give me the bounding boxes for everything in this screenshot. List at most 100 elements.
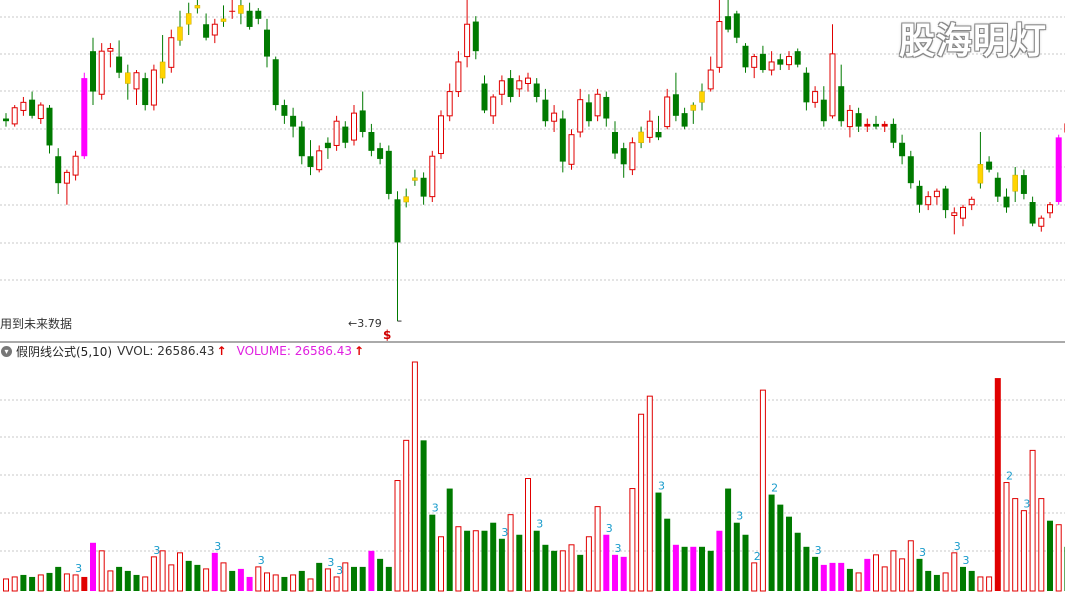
- candle-body[interactable]: [264, 29, 270, 57]
- candle-body[interactable]: [977, 164, 984, 184]
- candle-body[interactable]: [185, 13, 192, 25]
- volume-bar[interactable]: [986, 576, 993, 592]
- volume-bar[interactable]: [46, 572, 53, 591]
- volume-bar[interactable]: [594, 506, 601, 592]
- volume-bar[interactable]: [838, 562, 845, 591]
- candle-body[interactable]: [525, 77, 531, 84]
- candle-body[interactable]: [220, 18, 227, 22]
- candle-body[interactable]: [168, 37, 175, 68]
- volume-bar[interactable]: [873, 554, 879, 592]
- candle-body[interactable]: [838, 86, 845, 122]
- volume-bar[interactable]: [664, 518, 671, 591]
- candle-body[interactable]: [768, 61, 775, 71]
- candle-body[interactable]: [55, 156, 62, 184]
- candle-body[interactable]: [281, 105, 288, 116]
- candle-body[interactable]: [490, 96, 497, 117]
- volume-bar[interactable]: [655, 492, 662, 591]
- volume-bar[interactable]: [272, 574, 279, 592]
- volume-bar[interactable]: [768, 494, 775, 591]
- volume-bar[interactable]: [150, 556, 157, 592]
- candle-body[interactable]: [455, 61, 462, 93]
- volume-bar[interactable]: [1012, 498, 1019, 592]
- candle-body[interactable]: [194, 5, 201, 9]
- candle-body[interactable]: [725, 16, 732, 30]
- volume-bar[interactable]: [281, 576, 288, 591]
- volume-bar[interactable]: [481, 530, 488, 591]
- volume-bar[interactable]: [307, 578, 314, 592]
- volume-bar[interactable]: [1055, 524, 1062, 592]
- candle-body[interactable]: [699, 91, 705, 103]
- candle-body[interactable]: [786, 56, 792, 66]
- volume-bar[interactable]: [472, 530, 479, 592]
- volume-bar[interactable]: [264, 572, 270, 592]
- volume-bar[interactable]: [820, 564, 827, 591]
- candle-body[interactable]: [681, 113, 688, 127]
- volume-bar[interactable]: [933, 574, 940, 591]
- volume-bar[interactable]: [124, 570, 131, 591]
- candle-body[interactable]: [594, 93, 601, 117]
- candle-body[interactable]: [159, 61, 166, 79]
- candle-body[interactable]: [203, 24, 210, 38]
- candle-body[interactable]: [899, 142, 906, 157]
- volume-bar[interactable]: [725, 488, 732, 591]
- candle-body[interactable]: [81, 78, 88, 157]
- candle-body[interactable]: [846, 109, 853, 128]
- volume-bar[interactable]: [603, 534, 610, 591]
- volume-bar[interactable]: [316, 562, 323, 591]
- candle-body[interactable]: [672, 94, 679, 116]
- volume-bar[interactable]: [1003, 482, 1010, 592]
- volume-bar[interactable]: [585, 536, 592, 592]
- volume-bar[interactable]: [229, 570, 236, 591]
- candle-body[interactable]: [612, 131, 618, 154]
- volume-bar[interactable]: [890, 550, 897, 592]
- volume-bar[interactable]: [420, 440, 427, 591]
- candle-body[interactable]: [829, 53, 836, 117]
- candle-body[interactable]: [690, 104, 697, 111]
- volume-bar[interactable]: [533, 530, 540, 591]
- candle-body[interactable]: [1055, 137, 1062, 203]
- candle-body[interactable]: [1038, 217, 1045, 227]
- candle-body[interactable]: [603, 96, 610, 119]
- volume-bar[interactable]: [759, 389, 766, 592]
- volume-bar[interactable]: [20, 574, 27, 591]
- candle-body[interactable]: [324, 142, 331, 149]
- candle-body[interactable]: [238, 5, 244, 14]
- volume-bar[interactable]: [899, 558, 906, 592]
- candle-body[interactable]: [864, 123, 871, 127]
- volume-bar[interactable]: [3, 578, 9, 592]
- volume-bar[interactable]: [803, 546, 810, 591]
- candle-body[interactable]: [481, 83, 488, 111]
- volume-bar[interactable]: [377, 558, 384, 591]
- candle-body[interactable]: [803, 72, 810, 103]
- volume-bar[interactable]: [133, 574, 140, 591]
- volume-bar[interactable]: [1038, 498, 1045, 592]
- volume-bar[interactable]: [203, 568, 210, 592]
- candle-body[interactable]: [881, 123, 888, 127]
- candle-body[interactable]: [37, 104, 44, 120]
- volume-bar[interactable]: [394, 480, 401, 592]
- volume-bar[interactable]: [55, 566, 62, 591]
- candle-body[interactable]: [873, 123, 879, 127]
- volume-bar[interactable]: [960, 566, 966, 591]
- volume-bar[interactable]: [429, 514, 436, 591]
- candle-body[interactable]: [516, 80, 523, 90]
- volume-bar[interactable]: [220, 562, 227, 592]
- candle-body[interactable]: [211, 23, 218, 36]
- candle-body[interactable]: [942, 188, 949, 211]
- candle-body[interactable]: [290, 115, 297, 127]
- volume-bar[interactable]: [672, 544, 679, 591]
- volume-bar[interactable]: [72, 574, 79, 592]
- volume-bar[interactable]: [498, 538, 505, 591]
- candle-body[interactable]: [316, 150, 323, 171]
- volume-bar[interactable]: [438, 536, 444, 592]
- candle-body[interactable]: [568, 134, 575, 165]
- candle-body[interactable]: [133, 72, 140, 90]
- candle-body[interactable]: [733, 13, 740, 38]
- volume-bar[interactable]: [620, 556, 627, 591]
- candle-body[interactable]: [707, 69, 714, 90]
- candle-body[interactable]: [90, 51, 96, 92]
- candle-body[interactable]: [498, 80, 505, 95]
- volume-bar[interactable]: [942, 572, 949, 592]
- volume-bar[interactable]: [185, 560, 192, 591]
- volume-bar[interactable]: [11, 576, 18, 592]
